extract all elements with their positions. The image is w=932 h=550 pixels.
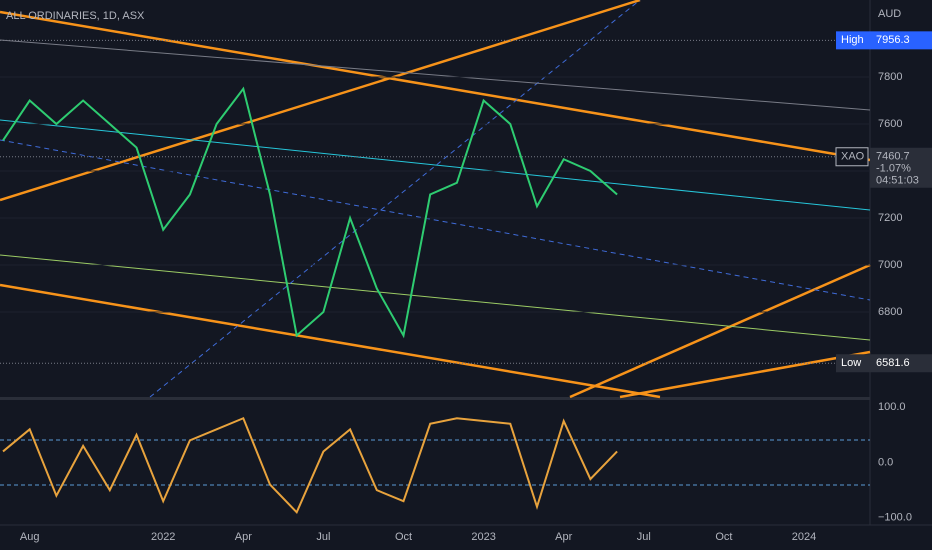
x-tick-label: 2024 (792, 531, 816, 543)
trend-line (0, 119, 871, 211)
trend-line (0, 39, 871, 111)
high-value: 7956.3 (876, 34, 910, 46)
x-tick-label: 2023 (471, 531, 495, 543)
x-tick-label: Jul (316, 531, 330, 543)
last-value: 7460.7 (876, 151, 910, 163)
data-line (2, 86, 618, 339)
trend-line (149, 0, 641, 398)
low-label: Low (841, 357, 861, 369)
last-tag-bg (835, 147, 869, 167)
low-value: 6581.6 (876, 357, 910, 369)
x-tick-label: Apr (235, 531, 252, 543)
x-tick-label: Aug (20, 531, 40, 543)
trend-line (0, 139, 871, 301)
trend-lines (0, 0, 871, 399)
last-value-bg (870, 147, 932, 188)
x-tick-label: 2022 (151, 531, 175, 543)
y-tick-label: 6800 (878, 306, 902, 318)
trend-line (0, 254, 871, 341)
y-tick-label: 7800 (878, 71, 902, 83)
last-countdown: 04:51:03 (876, 175, 919, 187)
y-tick-label: 7200 (878, 212, 902, 224)
x-tick-label: Oct (715, 531, 732, 543)
y-tick-label: 0.0 (878, 456, 893, 468)
y-tick-label: 100.0 (878, 401, 906, 413)
trend-line (569, 263, 871, 399)
chart-title: ALL ORDINARIES, 1D, ASX (6, 10, 145, 22)
trend-line (0, 10, 871, 162)
high-tag-bg (836, 31, 932, 50)
last-change: -1.07% (876, 163, 911, 175)
x-tick-label: Apr (555, 531, 572, 543)
data-line (2, 416, 618, 515)
y-tick-label: −100.0 (878, 512, 912, 524)
high-label: High (841, 34, 864, 46)
trend-line (619, 350, 871, 399)
pane-divider (0, 397, 870, 400)
trend-line (0, 283, 661, 399)
low-tag-bg (836, 354, 932, 373)
x-tick-label: Oct (395, 531, 412, 543)
y-tick-label: 7000 (878, 259, 902, 271)
x-tick-label: Jul (637, 531, 651, 543)
last-symbol: XAO (841, 151, 865, 163)
y-tick-label: 7600 (878, 118, 902, 130)
currency-label: AUD (878, 8, 901, 20)
trend-line (0, 0, 641, 202)
